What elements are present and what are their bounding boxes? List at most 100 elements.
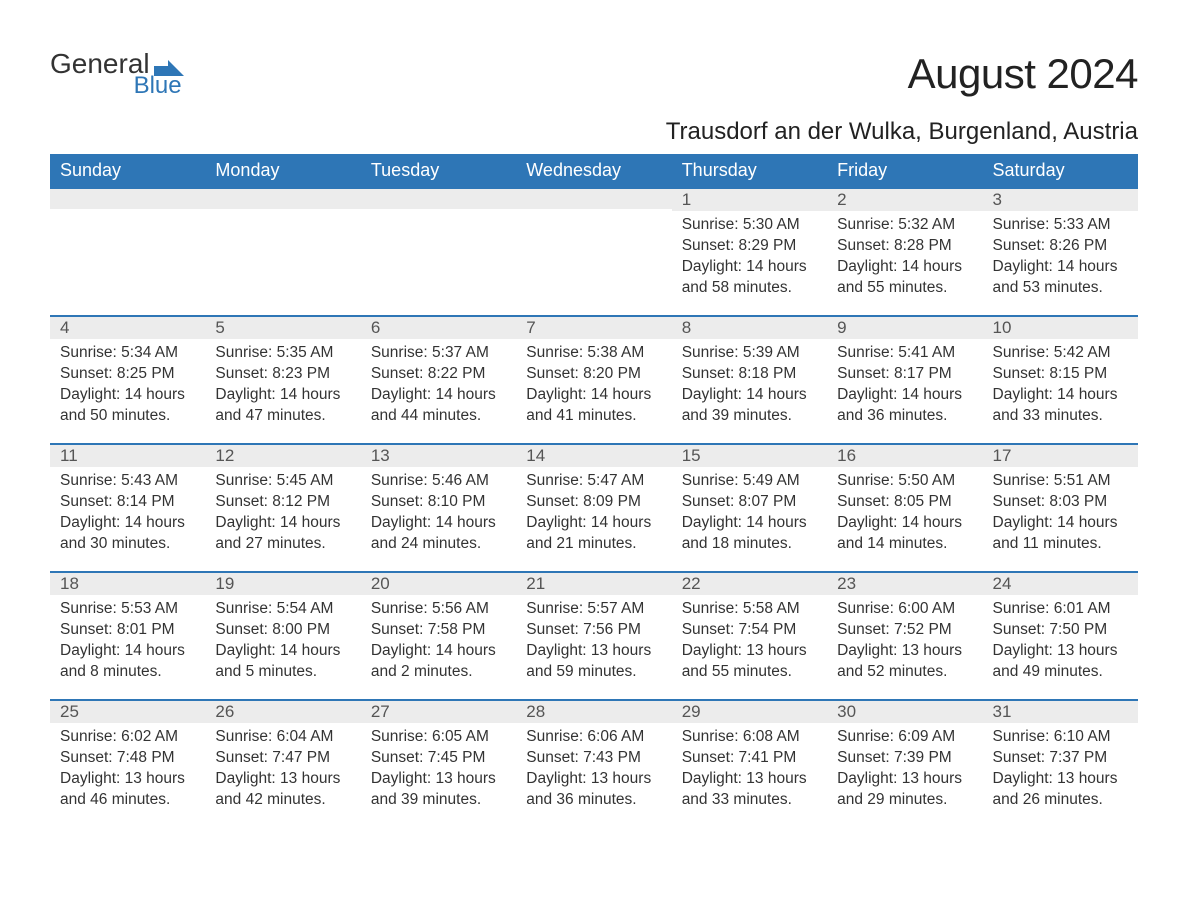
location-label: Trausdorf an der Wulka, Burgenland, Aust… (50, 118, 1138, 146)
calendar-empty-cell (516, 187, 671, 315)
day-details: Sunrise: 6:01 AMSunset: 7:50 PMDaylight:… (983, 595, 1138, 689)
day-number: 12 (205, 443, 360, 467)
calendar-day-cell: 7 Sunrise: 5:38 AMSunset: 8:20 PMDaylight… (516, 315, 671, 443)
empty-day-bar (50, 187, 205, 209)
day-details: Sunrise: 5:46 AMSunset: 8:10 PMDaylight:… (361, 467, 516, 561)
daylight-line: Daylight: 14 hours and 58 minutes. (682, 257, 817, 299)
day-details: Sunrise: 6:05 AMSunset: 7:45 PMDaylight:… (361, 723, 516, 817)
day-number: 13 (361, 443, 516, 467)
daylight-line: Daylight: 14 hours and 2 minutes. (371, 641, 506, 683)
calendar-day-cell: 25Sunrise: 6:02 AMSunset: 7:48 PMDayligh… (50, 699, 205, 827)
sunrise-line: Sunrise: 5:54 AM (215, 599, 350, 620)
sunrise-line: Sunrise: 6:06 AM (526, 727, 661, 748)
sunset-line: Sunset: 8:05 PM (837, 492, 972, 513)
daylight-line: Daylight: 13 hours and 29 minutes. (837, 769, 972, 811)
empty-day-bar (516, 187, 671, 209)
sunset-line: Sunset: 7:58 PM (371, 620, 506, 641)
daylight-line: Daylight: 14 hours and 5 minutes. (215, 641, 350, 683)
calendar-day-cell: 22Sunrise: 5:58 AMSunset: 7:54 PMDayligh… (672, 571, 827, 699)
sunset-line: Sunset: 7:43 PM (526, 748, 661, 769)
daylight-line: Daylight: 13 hours and 33 minutes. (682, 769, 817, 811)
sunset-line: Sunset: 7:47 PM (215, 748, 350, 769)
calendar-day-cell: 17Sunrise: 5:51 AMSunset: 8:03 PMDayligh… (983, 443, 1138, 571)
daylight-line: Daylight: 14 hours and 55 minutes. (837, 257, 972, 299)
sunset-line: Sunset: 7:54 PM (682, 620, 817, 641)
sunrise-line: Sunrise: 5:49 AM (682, 471, 817, 492)
calendar-week-row: 25Sunrise: 6:02 AMSunset: 7:48 PMDayligh… (50, 699, 1138, 827)
calendar-table: SundayMondayTuesdayWednesdayThursdayFrid… (50, 154, 1138, 827)
sunrise-line: Sunrise: 5:38 AM (526, 343, 661, 364)
calendar-day-cell: 12Sunrise: 5:45 AMSunset: 8:12 PMDayligh… (205, 443, 360, 571)
day-number: 25 (50, 699, 205, 723)
day-details: Sunrise: 5:42 AMSunset: 8:15 PMDaylight:… (983, 339, 1138, 433)
day-number: 26 (205, 699, 360, 723)
title-block: August 2024 (908, 50, 1138, 98)
sunset-line: Sunset: 7:39 PM (837, 748, 972, 769)
calendar-day-cell: 14Sunrise: 5:47 AMSunset: 8:09 PMDayligh… (516, 443, 671, 571)
calendar-day-cell: 4Sunrise: 5:34 AMSunset: 8:25 PMDaylight… (50, 315, 205, 443)
daylight-line: Daylight: 14 hours and 47 minutes. (215, 385, 350, 427)
daylight-line: Daylight: 14 hours and 39 minutes. (682, 385, 817, 427)
sunset-line: Sunset: 8:23 PM (215, 364, 350, 385)
sunrise-line: Sunrise: 6:00 AM (837, 599, 972, 620)
sunrise-line: Sunrise: 5:32 AM (837, 215, 972, 236)
calendar-day-cell: 2Sunrise: 5:32 AMSunset: 8:28 PMDaylight… (827, 187, 982, 315)
day-number: 10 (983, 315, 1138, 339)
calendar-day-cell: 3Sunrise: 5:33 AMSunset: 8:26 PMDaylight… (983, 187, 1138, 315)
day-details: Sunrise: 6:09 AMSunset: 7:39 PMDaylight:… (827, 723, 982, 817)
weekday-header: Wednesday (516, 154, 671, 187)
day-details: Sunrise: 6:00 AMSunset: 7:52 PMDaylight:… (827, 595, 982, 689)
day-number: 28 (516, 699, 671, 723)
daylight-line: Daylight: 13 hours and 52 minutes. (837, 641, 972, 683)
sunset-line: Sunset: 8:07 PM (682, 492, 817, 513)
calendar-head: SundayMondayTuesdayWednesdayThursdayFrid… (50, 154, 1138, 187)
sunset-line: Sunset: 7:56 PM (526, 620, 661, 641)
day-details: Sunrise: 5:41 AMSunset: 8:17 PMDaylight:… (827, 339, 982, 433)
day-number: 23 (827, 571, 982, 595)
sunrise-line: Sunrise: 6:05 AM (371, 727, 506, 748)
day-number: 5 (205, 315, 360, 339)
sunrise-line: Sunrise: 5:57 AM (526, 599, 661, 620)
calendar-day-cell: 9Sunrise: 5:41 AMSunset: 8:17 PMDaylight… (827, 315, 982, 443)
calendar-day-cell: 31Sunrise: 6:10 AMSunset: 7:37 PMDayligh… (983, 699, 1138, 827)
day-number: 7 (516, 315, 671, 339)
day-number: 22 (672, 571, 827, 595)
day-number: 1 (672, 187, 827, 211)
sunrise-line: Sunrise: 5:56 AM (371, 599, 506, 620)
calendar-day-cell: 28 Sunrise: 6:06 AMSunset: 7:43 PMDayligh… (516, 699, 671, 827)
sunset-line: Sunset: 8:00 PM (215, 620, 350, 641)
daylight-line: Daylight: 14 hours and 50 minutes. (60, 385, 195, 427)
calendar-day-cell: 30Sunrise: 6:09 AMSunset: 7:39 PMDayligh… (827, 699, 982, 827)
sunrise-line: Sunrise: 6:01 AM (993, 599, 1128, 620)
sunset-line: Sunset: 8:28 PM (837, 236, 972, 257)
sunrise-line: Sunrise: 5:53 AM (60, 599, 195, 620)
calendar-day-cell: 8Sunrise: 5:39 AMSunset: 8:18 PMDaylight… (672, 315, 827, 443)
sunrise-line: Sunrise: 5:37 AM (371, 343, 506, 364)
daylight-line: Daylight: 14 hours and 21 minutes. (526, 513, 661, 555)
day-details: Sunrise: 5:32 AMSunset: 8:28 PMDaylight:… (827, 211, 982, 305)
weekday-header: Tuesday (361, 154, 516, 187)
calendar-body: 1Sunrise: 5:30 AMSunset: 8:29 PMDaylight… (50, 187, 1138, 827)
calendar-empty-cell (205, 187, 360, 315)
daylight-line: Daylight: 14 hours and 41 minutes. (526, 385, 661, 427)
day-number: 20 (361, 571, 516, 595)
calendar-day-cell: 18Sunrise: 5:53 AMSunset: 8:01 PMDayligh… (50, 571, 205, 699)
day-details: Sunrise: 5:34 AMSunset: 8:25 PMDaylight:… (50, 339, 205, 433)
sunset-line: Sunset: 8:20 PM (526, 364, 661, 385)
calendar-week-row: 1Sunrise: 5:30 AMSunset: 8:29 PMDaylight… (50, 187, 1138, 315)
sunset-line: Sunset: 8:10 PM (371, 492, 506, 513)
sunset-line: Sunset: 8:26 PM (993, 236, 1128, 257)
daylight-line: Daylight: 13 hours and 36 minutes. (526, 769, 661, 811)
day-details: Sunrise: 5:57 AMSunset: 7:56 PMDaylight:… (516, 595, 671, 689)
day-number: 4 (50, 315, 205, 339)
sunset-line: Sunset: 8:03 PM (993, 492, 1128, 513)
sunset-line: Sunset: 7:52 PM (837, 620, 972, 641)
day-details: Sunrise: 5:49 AMSunset: 8:07 PMDaylight:… (672, 467, 827, 561)
sunset-line: Sunset: 8:29 PM (682, 236, 817, 257)
calendar-day-cell: 20 Sunrise: 5:56 AMSunset: 7:58 PMDayligh… (361, 571, 516, 699)
day-number: 31 (983, 699, 1138, 723)
day-details: Sunrise: 5:51 AMSunset: 8:03 PMDaylight:… (983, 467, 1138, 561)
sunrise-line: Sunrise: 6:09 AM (837, 727, 972, 748)
daylight-line: Daylight: 14 hours and 44 minutes. (371, 385, 506, 427)
sunrise-line: Sunrise: 5:41 AM (837, 343, 972, 364)
